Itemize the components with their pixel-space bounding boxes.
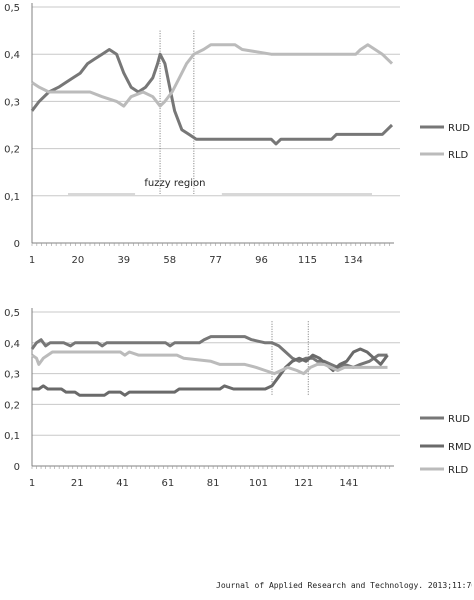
y-tick-label: 0,3 xyxy=(4,97,20,108)
x-tick-label: 1 xyxy=(29,478,35,489)
y-tick-label: 0,1 xyxy=(4,431,20,442)
x-tick-label: 20 xyxy=(72,255,85,266)
x-tick-label: 39 xyxy=(117,255,130,266)
legend-label: RLD xyxy=(448,465,469,476)
y-tick-label: 0,4 xyxy=(4,339,20,350)
legend-label: RMD xyxy=(448,442,472,453)
x-tick-label: 58 xyxy=(163,255,176,266)
y-tick-label: 0,5 xyxy=(4,308,20,319)
x-tick-label: 141 xyxy=(339,478,358,489)
series-line-rud xyxy=(30,48,394,146)
series-line-rld xyxy=(31,350,388,376)
citation: Journal of Applied Research and Technolo… xyxy=(216,581,472,590)
x-tick-label: 81 xyxy=(207,478,220,489)
y-tick-label: 0,2 xyxy=(4,145,20,156)
legend-label: RUD xyxy=(448,123,470,134)
series-line-rld xyxy=(31,43,394,108)
x-tick-label: 115 xyxy=(298,255,317,266)
x-tick-label: 77 xyxy=(209,255,222,266)
y-tick-label: 0,1 xyxy=(4,192,20,203)
x-tick-label: 21 xyxy=(71,478,84,489)
x-tick-label: 41 xyxy=(116,478,129,489)
series-line-rmd xyxy=(32,347,389,397)
x-tick-label: 61 xyxy=(161,478,174,489)
fuzzy-region-label: fuzzy region xyxy=(144,178,205,189)
x-tick-label: 121 xyxy=(294,478,313,489)
x-tick-label: 101 xyxy=(249,478,268,489)
x-tick-label: 134 xyxy=(344,255,363,266)
legend-label: RUD xyxy=(448,414,470,425)
y-tick-label: 0 xyxy=(14,462,20,473)
y-tick-label: 0,4 xyxy=(4,50,20,61)
y-tick-label: 0,2 xyxy=(4,400,20,411)
legend-label: RLD xyxy=(448,150,469,161)
y-tick-label: 0 xyxy=(14,239,20,250)
x-tick-label: 96 xyxy=(255,255,268,266)
y-tick-label: 0,3 xyxy=(4,370,20,381)
x-tick-label: 1 xyxy=(29,255,35,266)
y-tick-label: 0,5 xyxy=(4,3,20,14)
